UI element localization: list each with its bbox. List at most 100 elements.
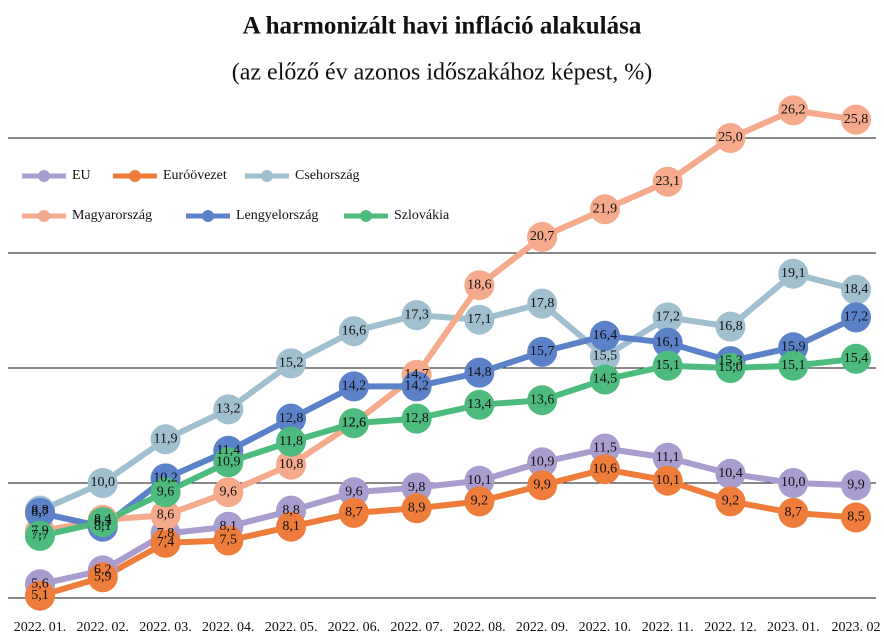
x-tick-label: 2022. 01. (14, 620, 67, 635)
x-tick-label: 2022. 02. (77, 620, 130, 635)
data-point (841, 343, 871, 374)
data-label: 15,0 (718, 360, 743, 375)
x-tick-label: 2022. 05. (265, 620, 318, 635)
data-label: 10,4 (718, 466, 743, 481)
data-label: 10,6 (593, 461, 618, 476)
data-point (527, 385, 558, 416)
data-label: 9,9 (533, 478, 551, 493)
legend-marker (38, 210, 50, 222)
data-point (464, 389, 495, 420)
data-label: 14,7 (404, 367, 429, 382)
x-tick-label: 2022. 03. (139, 620, 192, 635)
data-point (401, 300, 432, 331)
data-point (589, 433, 620, 464)
data-label: 23,1 (655, 174, 680, 189)
data-label: 9,9 (847, 478, 865, 493)
x-tick-label: 2022. 04. (202, 620, 255, 635)
data-label: 11,9 (154, 432, 178, 447)
data-point (87, 507, 118, 538)
data-point (338, 316, 369, 347)
data-point (841, 302, 871, 333)
data-label: 15,3 (718, 353, 743, 368)
data-label: 6,2 (94, 563, 112, 578)
data-label: 17,2 (655, 310, 680, 325)
data-label: 9,2 (722, 494, 740, 509)
chart-subtitle: (az előző év azonos időszakához képest, … (232, 60, 652, 86)
data-label: 16,4 (593, 328, 618, 343)
legend-marker (261, 170, 273, 182)
x-tick-label: 2022. 09. (516, 620, 569, 635)
x-tick-label: 2023. 02 (832, 620, 881, 635)
data-label: 7,7 (31, 528, 49, 543)
data-point (401, 493, 432, 524)
data-point (652, 302, 683, 333)
data-point (338, 371, 369, 402)
data-label: 8,8 (31, 503, 49, 518)
data-point (401, 472, 432, 503)
data-label: 10,1 (467, 473, 492, 488)
data-point (715, 486, 746, 517)
data-label: 16,8 (718, 319, 743, 334)
data-point (527, 288, 558, 319)
data-label: 15,4 (844, 351, 869, 366)
x-tick-label: 2022. 10. (579, 620, 632, 635)
data-label: 10,1 (655, 473, 680, 488)
data-label: 14,5 (593, 372, 618, 387)
data-point (589, 341, 620, 372)
data-label: 10,8 (279, 457, 304, 472)
data-point (841, 502, 871, 533)
data-point (589, 454, 620, 485)
data-point (527, 336, 558, 367)
legend-marker (202, 210, 214, 222)
data-label: 8,3 (94, 514, 112, 529)
data-label: 10,0 (781, 475, 806, 490)
data-label: 18,6 (467, 277, 492, 292)
data-point (464, 465, 495, 496)
data-label: 10,0 (91, 475, 116, 490)
data-label: 8,1 (94, 519, 112, 534)
x-tick-label: 2022. 11. (642, 620, 694, 635)
legend-label: Euróövezet (163, 168, 227, 183)
data-label: 9,2 (471, 494, 489, 509)
legend-label: EU (72, 168, 91, 183)
data-point (652, 166, 683, 197)
data-point (778, 95, 809, 126)
data-point (338, 497, 369, 528)
data-point (150, 477, 181, 508)
data-label: 16,1 (655, 335, 680, 350)
data-point (527, 221, 558, 252)
data-label: 26,2 (781, 103, 806, 118)
data-label: 8,7 (784, 505, 802, 520)
data-label: 12,8 (404, 411, 429, 426)
data-label: 15,9 (781, 340, 806, 355)
data-point (464, 270, 495, 301)
data-label: 20,7 (530, 229, 555, 244)
data-label: 14,2 (342, 379, 367, 394)
data-label: 17,8 (530, 296, 555, 311)
data-point (778, 350, 809, 381)
data-point (715, 311, 746, 342)
data-label: 15,2 (279, 356, 304, 371)
x-tick-label: 2022. 06. (328, 620, 381, 635)
data-label: 9,6 (345, 484, 363, 499)
data-label: 12,8 (279, 411, 304, 426)
data-point (213, 477, 244, 508)
data-label: 7,5 (220, 533, 238, 548)
data-label: 17,1 (467, 312, 492, 327)
data-point (150, 500, 181, 531)
data-label: 13,6 (530, 392, 555, 407)
data-label: 13,2 (216, 402, 241, 417)
x-tick-label: 2023. 01. (767, 620, 820, 635)
x-tick-label: 2022. 12. (704, 620, 757, 635)
data-label: 8,9 (408, 501, 426, 516)
data-label: 13,4 (467, 397, 492, 412)
data-label: 5,9 (94, 570, 112, 585)
data-point (652, 350, 683, 381)
data-point (527, 470, 558, 501)
data-label: 9,6 (157, 484, 175, 499)
data-point (213, 394, 244, 425)
data-label: 19,1 (781, 266, 806, 281)
data-point (464, 486, 495, 517)
data-point (589, 364, 620, 395)
data-point (652, 465, 683, 496)
